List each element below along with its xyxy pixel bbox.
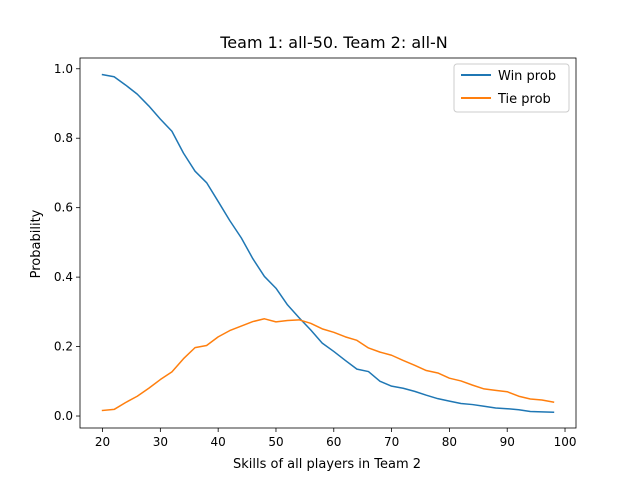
x-tick-label: 50 bbox=[268, 435, 283, 449]
legend-label-win-prob: Win prob bbox=[498, 69, 556, 84]
series-line-win-prob bbox=[101, 73, 555, 413]
y-axis-label: Probability bbox=[29, 209, 44, 278]
plot-area bbox=[101, 73, 555, 413]
y-tick-label: 0.6 bbox=[54, 201, 73, 215]
axes: 20 30 40 50 60 70 80 90 100 0.0 0.2 0.4 0.6 0.8 1.0 bbox=[54, 57, 577, 449]
x-tick-label: 20 bbox=[95, 435, 110, 449]
x-tick-label: 40 bbox=[211, 435, 226, 449]
y-tick-label: 1.0 bbox=[54, 62, 73, 76]
y-tick-label: 0.8 bbox=[54, 131, 73, 145]
chart-title: Team 1: all-50. Team 2: all-N bbox=[219, 33, 448, 52]
x-axis-label: Skills of all players in Team 2 bbox=[233, 457, 421, 472]
axes-frame bbox=[79, 57, 577, 429]
legend: Win prob Tie prob bbox=[453, 63, 570, 113]
y-tick-label: 0.4 bbox=[54, 270, 73, 284]
x-tick-label: 80 bbox=[442, 435, 457, 449]
x-tick-label: 60 bbox=[326, 435, 341, 449]
x-tick-label: 100 bbox=[554, 435, 577, 449]
x-tick-label: 70 bbox=[384, 435, 399, 449]
y-tick-label: 0.0 bbox=[54, 409, 73, 423]
x-tick-label: 30 bbox=[153, 435, 168, 449]
x-tick-label: 90 bbox=[500, 435, 515, 449]
legend-label-tie-prob: Tie prob bbox=[497, 92, 551, 107]
series-line-tie-prob bbox=[101, 318, 555, 412]
y-tick-label: 0.2 bbox=[54, 340, 73, 354]
